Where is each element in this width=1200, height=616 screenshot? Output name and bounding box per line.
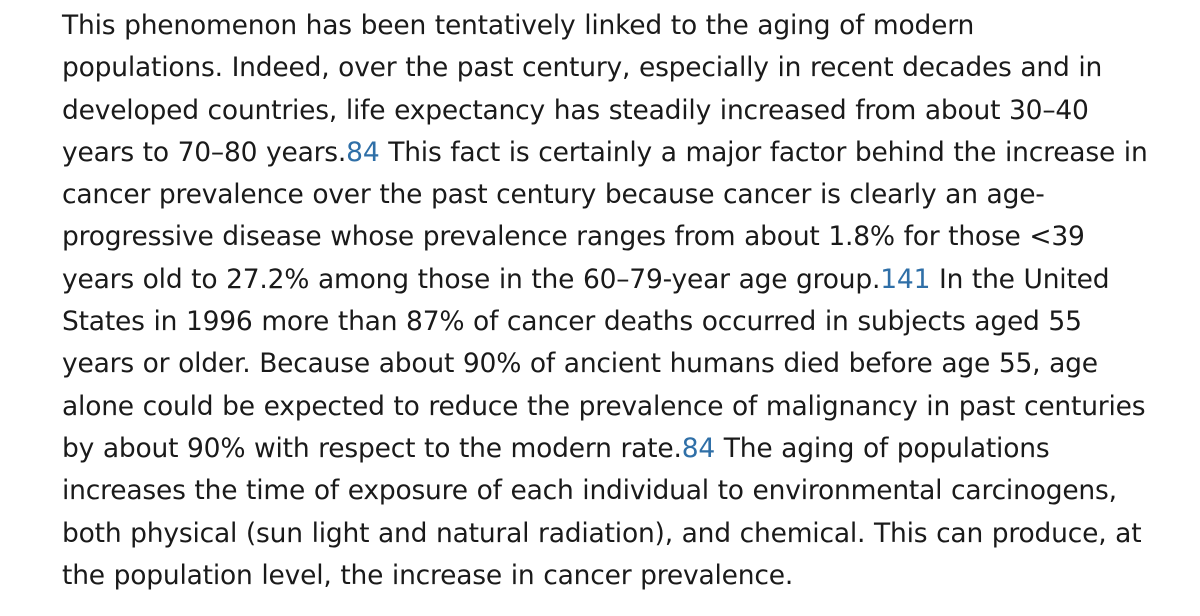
text-segment: the population level, the increase in ca… [62,559,794,591]
text-segment: years old to 27.2% among those in the 60… [62,263,881,295]
text-segment: years to 70–80 years. [62,136,347,168]
text-line: This phenomenon has been tentatively lin… [62,5,1194,47]
citation-link-141[interactable]: 141 [880,263,931,295]
text-segment: by about 90% with respect to the modern … [62,432,682,464]
text-line: by about 90% with respect to the modern … [62,428,1194,470]
text-segment: The aging of populations [715,432,1050,464]
text-line: increases the time of exposure of each i… [62,470,1194,512]
text-line: States in 1996 more than 87% of cancer d… [62,301,1194,343]
text-segment: progressive disease whose prevalence ran… [62,221,1085,253]
text-segment: populations. Indeed, over the past centu… [62,52,1103,84]
text-line: developed countries, life expectancy has… [62,90,1194,132]
text-segment: increases the time of exposure of each i… [62,475,1117,507]
text-line: years or older. Because about 90% of anc… [62,343,1194,385]
text-line: populations. Indeed, over the past centu… [62,47,1194,89]
text-segment: cancer prevalence over the past century … [62,179,1045,211]
text-segment: both physical (sun light and natural rad… [62,517,1142,549]
text-line: years to 70–80 years.84 This fact is cer… [62,132,1194,174]
text-segment: In the United [930,263,1110,295]
text-line: years old to 27.2% among those in the 60… [62,259,1194,301]
text-segment: This fact is certainly a major factor be… [379,136,1148,168]
text-line: the population level, the increase in ca… [62,555,1194,597]
text-line: both physical (sun light and natural rad… [62,513,1194,555]
citation-link-84[interactable]: 84 [681,432,716,464]
text-line: progressive disease whose prevalence ran… [62,216,1194,258]
citation-link-84[interactable]: 84 [346,136,380,168]
article-paragraph: This phenomenon has been tentatively lin… [62,5,1194,597]
text-segment: States in 1996 more than 87% of cancer d… [62,306,1082,338]
text-segment: developed countries, life expectancy has… [62,94,1089,126]
text-line: cancer prevalence over the past century … [62,174,1194,216]
text-segment: years or older. Because about 90% of anc… [62,348,1098,380]
text-segment: alone could be expected to reduce the pr… [62,390,1146,422]
text-line: alone could be expected to reduce the pr… [62,386,1194,428]
text-segment: This phenomenon has been tentatively lin… [62,10,975,41]
